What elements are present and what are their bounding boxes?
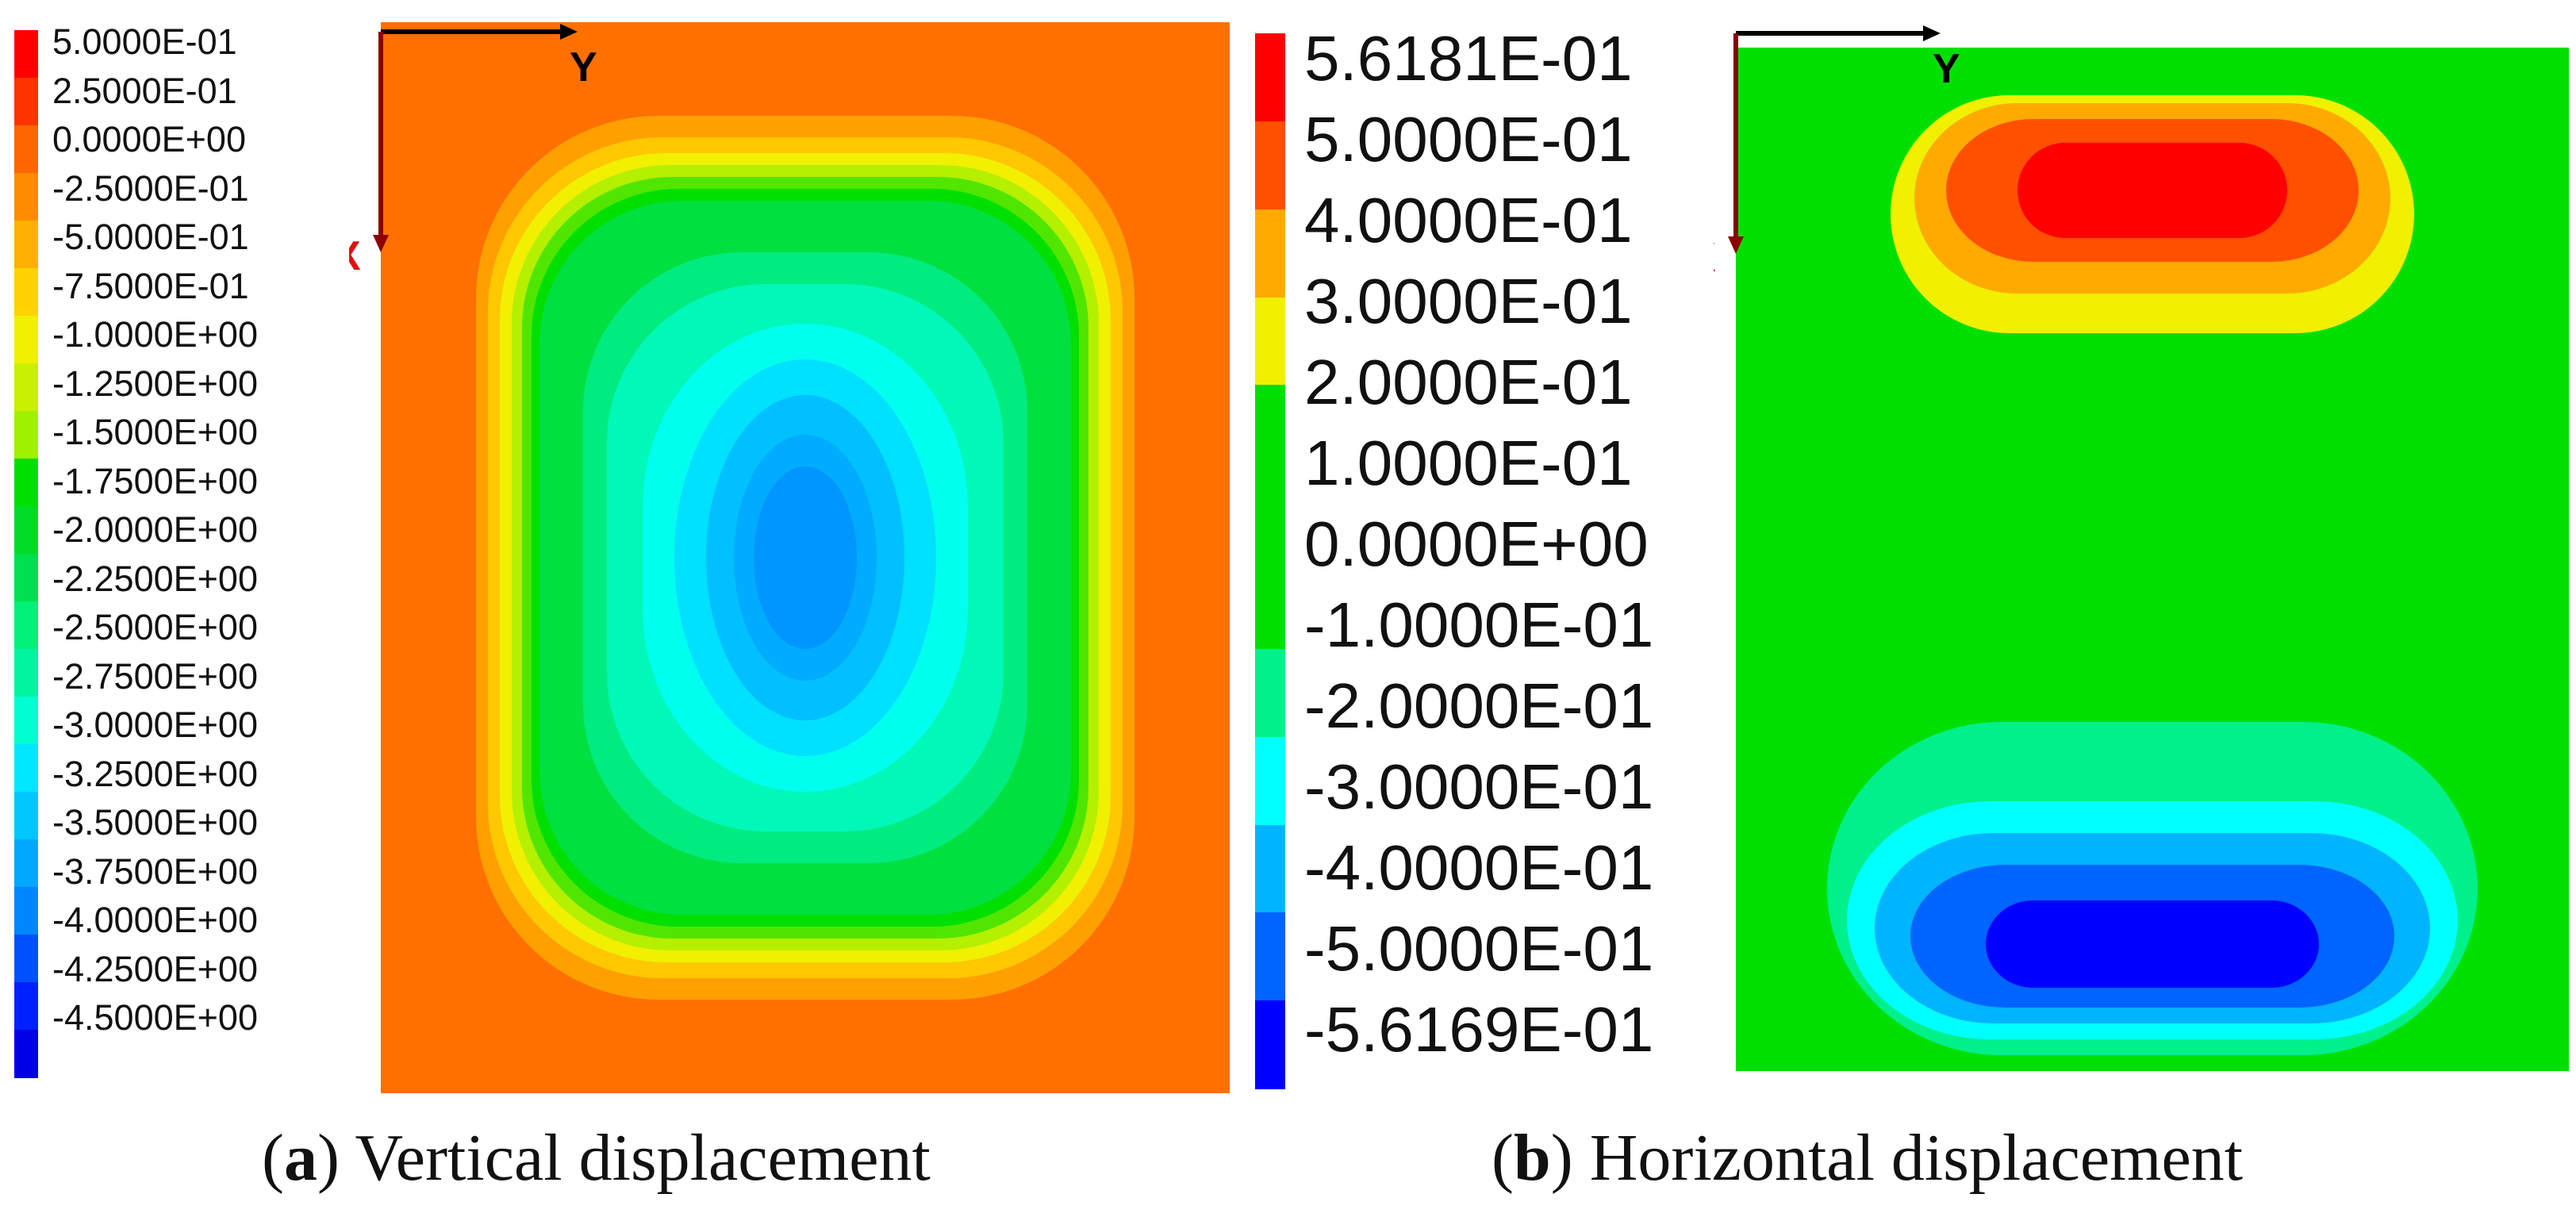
- contour-b-bottom-level: [1986, 900, 2319, 988]
- caption-b-text: Horizontal displacement: [1589, 1121, 2244, 1195]
- legend-a-swatch: [14, 982, 38, 1031]
- legend-a-swatch: [14, 268, 38, 317]
- legend-b-colorbar: [1255, 33, 1285, 1089]
- plot-b-y-axis-label: Y: [1933, 46, 1960, 92]
- legend-b-tick-label: -3.0000E-01: [1304, 751, 1654, 822]
- legend-b-swatch: [1255, 297, 1285, 386]
- legend-a-tick-label: -3.0000E+00: [52, 704, 258, 745]
- legend-b-swatch: [1255, 473, 1285, 562]
- contour-plot-a: YX: [349, 22, 1230, 1093]
- legend-b-tick-label: 3.0000E-01: [1304, 266, 1633, 336]
- plot-a-axis-indicator: YX: [349, 24, 597, 279]
- legend-a-tick-label: 2.5000E-01: [52, 70, 237, 111]
- legend-a-swatch: [14, 221, 38, 269]
- legend-a-colorbar: [14, 30, 38, 1078]
- legend-a-tick-label: -2.5000E-01: [52, 167, 249, 209]
- legend-b-tick-label: 5.6181E-01: [1304, 23, 1633, 94]
- legend-a-swatch: [14, 78, 38, 126]
- contour-a-level: [754, 466, 857, 649]
- legend-b: 5.6181E-01 5.0000E-01 4.0000E-01 3.0000E-01…: [1255, 27, 1715, 1096]
- legend-a-swatch: [14, 506, 38, 555]
- legend-b-swatch: [1255, 912, 1285, 1002]
- plot-a-x-axis-label: X: [349, 233, 361, 279]
- legend-b-swatch: [1255, 209, 1285, 298]
- legend-b-swatch: [1255, 736, 1285, 826]
- legend-b-swatch: [1255, 121, 1285, 210]
- legend-b-swatch: [1255, 33, 1285, 122]
- legend-a-swatch: [14, 601, 38, 650]
- plot-a-x-arrowhead: [373, 235, 389, 252]
- legend-a-swatch: [14, 744, 38, 793]
- legend-a-tick-label: 5.0000E-01: [52, 21, 237, 62]
- legend-b-swatch: [1255, 561, 1285, 650]
- legend-a-tick-label: -2.5000E+00: [52, 607, 258, 647]
- legend-a-swatch: [14, 839, 38, 888]
- legend-a-tick-label: -4.0000E+00: [52, 900, 258, 940]
- legend-a-tick-label: -1.5000E+00: [52, 412, 258, 452]
- legend-a-swatch: [14, 887, 38, 935]
- legend-a-tick-label: -3.5000E+00: [52, 802, 258, 843]
- legend-a-swatch: [14, 554, 38, 602]
- legend-b-swatch: [1255, 1000, 1285, 1089]
- plot-b: YX: [1714, 24, 2570, 1079]
- legend-a-swatch: [14, 411, 38, 459]
- plot-a-y-axis-label: Y: [570, 44, 597, 90]
- legend-b-tick-label: -5.0000E-01: [1304, 913, 1654, 984]
- legend-a-swatch: [14, 125, 38, 174]
- legend-a-swatch: [14, 649, 38, 697]
- caption-b-letter: b: [1513, 1121, 1551, 1195]
- plot-b-x-axis-label: X: [1714, 235, 1716, 281]
- legend-a-swatch: [14, 316, 38, 364]
- legend-b-swatch: [1255, 824, 1285, 914]
- plot-a: YX: [349, 22, 1230, 1093]
- legend-a-swatch: [14, 30, 38, 79]
- legend-a-tick-label: 0.0000E+00: [52, 119, 246, 159]
- legend-b-tick-label: 5.0000E-01: [1304, 104, 1633, 175]
- plot-b-y-arrowhead: [1923, 25, 1941, 41]
- caption-a-letter: a: [283, 1121, 317, 1195]
- legend-a-tick-label: -2.7500E+00: [52, 655, 258, 697]
- legend-b-tick-label: -5.6169E-01: [1304, 994, 1654, 1065]
- legend-a-tick-label: -1.0000E+00: [52, 314, 258, 355]
- caption-a: (a) Vertical displacement: [262, 1121, 931, 1195]
- legend-a-tick-label: -4.5000E+00: [52, 997, 258, 1038]
- legend-a-tick-label: -2.0000E+00: [52, 509, 258, 550]
- legend-a-swatch: [14, 173, 38, 221]
- legend-a-tick-label: -4.2500E+00: [52, 948, 258, 989]
- legend-a-swatch: [14, 1030, 38, 1078]
- legend-a-tick-label: -7.5000E-01: [52, 265, 249, 306]
- legend-a-swatch: [14, 363, 38, 412]
- contour-b-top-level: [2017, 143, 2287, 238]
- caption-a-text: Vertical displacement: [355, 1121, 931, 1195]
- legend-b-tick-label: 4.0000E-01: [1304, 185, 1633, 255]
- legend-b-tick-label: 1.0000E-01: [1304, 428, 1633, 498]
- legend-a-tick-label: -1.7500E+00: [52, 460, 258, 501]
- plot-a-y-arrowhead: [560, 24, 578, 40]
- legend-a-tick-label: -1.2500E+00: [52, 363, 258, 404]
- legend-a-tick-label: -3.7500E+00: [52, 850, 258, 892]
- plot-b-axis-indicator: YX: [1714, 25, 1960, 281]
- legend-a: 5.0000E-01 2.5000E-01 0.0000E+00 -2.5000E-0…: [14, 24, 347, 1078]
- legend-a-tick-label: -5.0000E-01: [52, 217, 249, 257]
- legend-b-swatch: [1255, 385, 1285, 474]
- legend-a-swatch: [14, 459, 38, 507]
- legend-a-swatch: [14, 935, 38, 983]
- legend-b-tick-label: -4.0000E-01: [1304, 832, 1654, 903]
- legend-b-tick-label: -2.0000E-01: [1304, 670, 1654, 741]
- legend-b-tick-label: 0.0000E+00: [1304, 509, 1649, 579]
- legend-b-swatch: [1255, 648, 1285, 738]
- legend-b-tick-label: 2.0000E-01: [1304, 347, 1633, 417]
- caption-b: (b) Horizontal displacement: [1491, 1121, 2244, 1195]
- plot-b-x-arrowhead: [1728, 236, 1744, 254]
- contour-plot-b: YX: [1714, 25, 2569, 1071]
- legend-a-tick-label: -3.2500E+00: [52, 753, 258, 794]
- legend-b-tick-label: -1.0000E-01: [1304, 589, 1654, 660]
- legend-a-swatch: [14, 697, 38, 745]
- legend-a-tick-label: -2.2500E+00: [52, 558, 258, 599]
- legend-a-swatch: [14, 792, 38, 840]
